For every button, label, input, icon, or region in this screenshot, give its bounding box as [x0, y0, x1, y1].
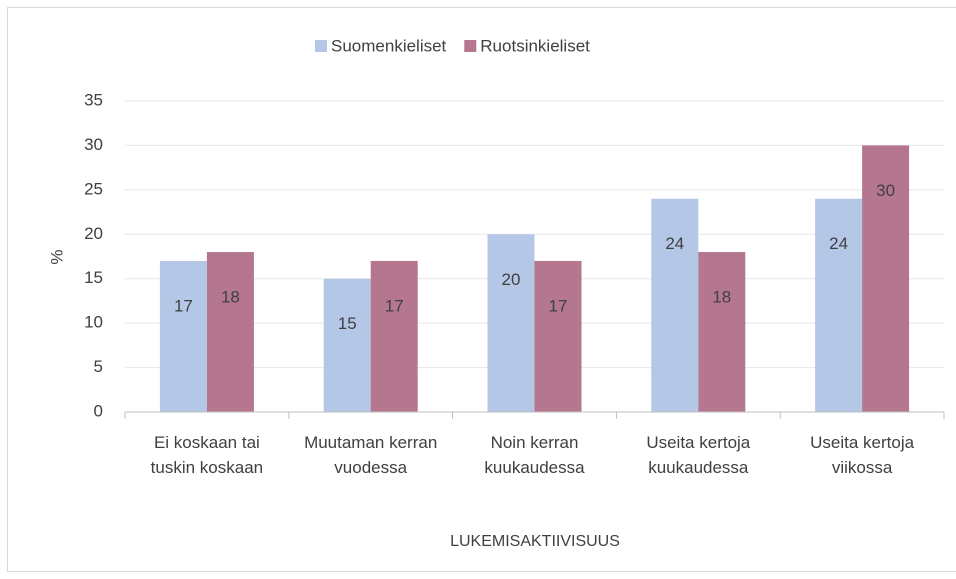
bar: [534, 260, 582, 412]
bar: [487, 234, 535, 412]
data-label: 20: [502, 270, 521, 289]
x-tick-label: Muutaman kerran vuodessa: [304, 433, 438, 477]
x-tick-label: Useita kertoja viikossa: [810, 433, 915, 477]
legend-swatch: [315, 40, 327, 52]
y-tick-label: 5: [94, 357, 103, 376]
bar: [159, 260, 207, 412]
bar: [323, 278, 371, 412]
legend-label: Ruotsinkieliset: [480, 36, 590, 55]
data-label: 24: [829, 234, 848, 253]
data-label: 18: [712, 288, 731, 307]
x-tick-label: Useita kertoja kuukaudessa: [646, 433, 751, 477]
x-tick-label: Ei koskaan tai tuskin koskaan: [150, 433, 264, 477]
data-label: 17: [549, 296, 568, 315]
legend-swatch: [464, 40, 477, 52]
data-label: 17: [385, 296, 404, 315]
data-label: 24: [665, 234, 684, 253]
y-tick-label: 10: [84, 313, 103, 332]
x-axis-title: LUKEMISAKTIIVISUUS: [450, 533, 620, 550]
data-label: 15: [338, 314, 357, 333]
chart-border: [7, 7, 956, 572]
y-tick-label: 15: [84, 268, 103, 287]
data-label: 30: [876, 181, 895, 200]
bar: [370, 260, 418, 412]
bar: [651, 198, 699, 412]
bar: [206, 252, 254, 412]
y-tick-label: 0: [94, 401, 103, 420]
data-label: 18: [221, 288, 240, 307]
y-tick-label: 30: [84, 135, 103, 154]
y-tick-label: 25: [84, 179, 103, 198]
legend-label: Suomenkieliset: [331, 36, 447, 55]
bar: [815, 198, 863, 412]
data-label: 17: [174, 296, 193, 315]
bar: [862, 145, 910, 412]
bar: [698, 252, 746, 412]
y-axis-title: %: [47, 249, 66, 264]
x-tick-label: Noin kerran kuukaudessa: [484, 433, 585, 477]
y-tick-label: 20: [84, 224, 103, 243]
y-tick-label: 35: [84, 90, 103, 109]
